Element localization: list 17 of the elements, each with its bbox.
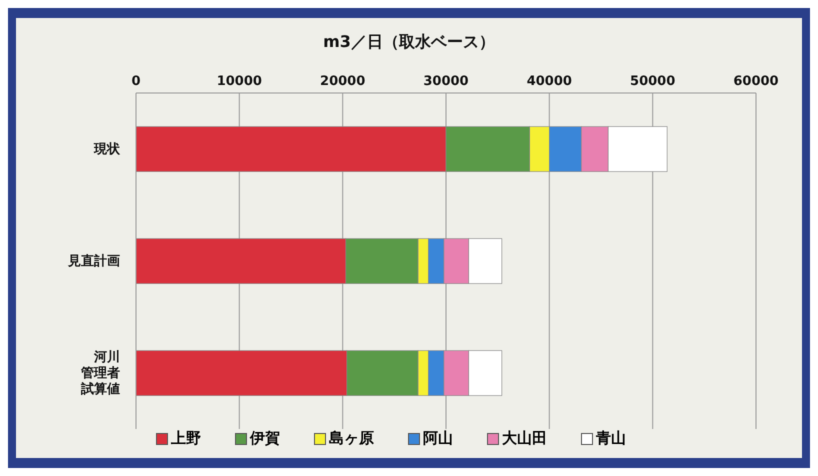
x-tick-label: 40000 bbox=[526, 74, 572, 89]
x-axis-title: m3／日（取水ベース） bbox=[322, 32, 496, 53]
x-tick-label: 20000 bbox=[320, 74, 366, 89]
legend-label: 伊賀 bbox=[248, 429, 280, 448]
x-tick-label: 0 bbox=[131, 74, 141, 89]
x-tick-label: 50000 bbox=[630, 74, 676, 89]
legend-label: 島ヶ原 bbox=[328, 429, 374, 448]
legend-label: 上野 bbox=[170, 429, 201, 448]
legend-label: 大山田 bbox=[501, 429, 547, 448]
y-tick-label: 河川管理者試算値 bbox=[80, 350, 120, 397]
x-tick-label: 60000 bbox=[733, 74, 779, 89]
y-tick-label: 見直計画 bbox=[67, 252, 120, 269]
x-tick-label: 10000 bbox=[216, 74, 262, 89]
legend-label: 青山 bbox=[595, 429, 626, 448]
x-tick-label: 30000 bbox=[423, 74, 469, 89]
y-tick-label: 現状 bbox=[93, 142, 121, 157]
legend-label: 阿山 bbox=[422, 429, 453, 448]
